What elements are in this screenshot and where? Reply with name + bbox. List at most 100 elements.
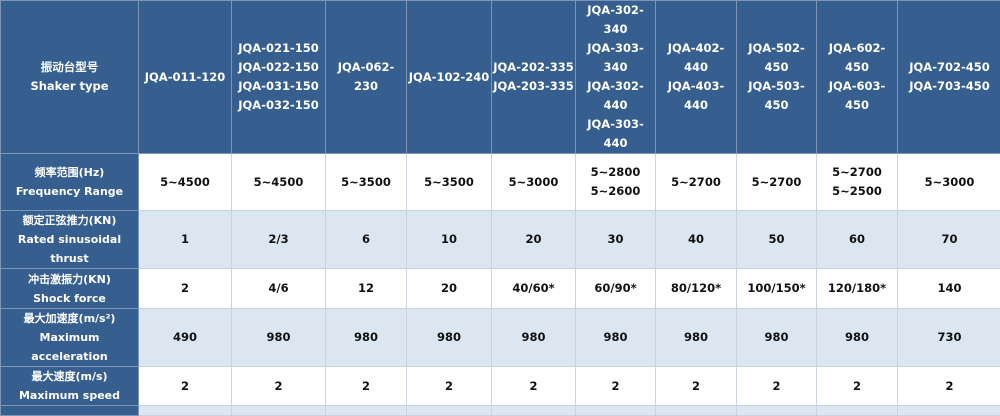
value-cell-text: 70 — [898, 230, 1000, 249]
value-cell: 5~3000 — [492, 154, 576, 211]
model-cell-text: JQA-032-150 — [232, 96, 325, 115]
empty-cell — [407, 406, 492, 416]
value-cell-text: 4/6 — [232, 279, 325, 298]
value-cell: 980 — [232, 309, 326, 367]
value-cell-text: 20 — [492, 230, 575, 249]
value-cell: 5~4500 — [232, 154, 326, 211]
row-label-cell-text: 频率范围(Hz) — [1, 163, 138, 182]
value-cell-text: 2 — [576, 377, 655, 396]
value-cell: 490 — [139, 309, 232, 367]
value-cell-text: 5~2700 — [656, 173, 736, 192]
value-cell-text: 980 — [492, 328, 575, 347]
row-label-cell: 频率范围(Hz)Frequency Range — [1, 154, 139, 211]
value-cell: 80/120* — [656, 269, 737, 309]
row-label-cell-text: Rated sinusoidal thrust — [1, 230, 138, 268]
value-cell: 2 — [139, 269, 232, 309]
value-cell: 20 — [492, 211, 576, 269]
row-label-cell-text: Maximum speed — [1, 386, 138, 405]
value-cell-text: 2 — [737, 377, 816, 396]
empty-cell — [492, 406, 576, 416]
value-cell-text: 60 — [817, 230, 897, 249]
value-cell-text: 2 — [407, 377, 491, 396]
header-label-cell-text: Shaker type — [1, 77, 138, 96]
empty-cell — [326, 406, 407, 416]
model-cell-text: JQA-302-340 — [576, 1, 655, 39]
value-cell: 5~4500 — [139, 154, 232, 211]
value-cell-text: 100/150* — [737, 279, 816, 298]
model-cell-text: JQA-062-230 — [326, 58, 406, 96]
value-cell: 60 — [817, 211, 898, 269]
model-cell-text: JQA-402-440 — [656, 39, 736, 77]
row-label-cell-text: Maximum acceleration — [1, 328, 138, 366]
row-label-cell: 冲击激振力(KN)Shock force — [1, 269, 139, 309]
value-cell-text: 5~2500 — [817, 182, 897, 201]
value-cell-text: 80/120* — [656, 279, 736, 298]
empty-cell — [898, 406, 1000, 416]
value-cell: 30 — [576, 211, 656, 269]
value-cell: 5~3500 — [326, 154, 407, 211]
value-cell: 730 — [898, 309, 1000, 367]
empty-cell — [576, 406, 656, 416]
value-cell: 5~3000 — [898, 154, 1000, 211]
value-cell-text: 5~3000 — [492, 173, 575, 192]
value-cell-text: 5~3500 — [326, 173, 406, 192]
value-cell: 2 — [492, 367, 576, 406]
value-cell: 100/150* — [737, 269, 817, 309]
value-cell-text: 2 — [139, 377, 231, 396]
table-row-partial — [1, 406, 1000, 416]
model-cell: JQA-062-230 — [326, 1, 407, 154]
value-cell: 2 — [407, 367, 492, 406]
row-label-cell-text: 最大速度(m/s) — [1, 367, 138, 386]
empty-cell — [1, 406, 139, 416]
model-cell-text: JQA-302-440 — [576, 77, 655, 115]
model-cell-text: JQA-703-450 — [898, 77, 1000, 96]
value-cell-text: 980 — [232, 328, 325, 347]
value-cell: 120/180* — [817, 269, 898, 309]
value-cell-text: 2 — [232, 377, 325, 396]
value-cell-text: 2 — [139, 279, 231, 298]
value-cell: 2 — [817, 367, 898, 406]
value-cell-text: 40/60* — [492, 279, 575, 298]
value-cell-text: 60/90* — [576, 279, 655, 298]
value-cell-text: 2/3 — [232, 230, 325, 249]
value-cell: 1 — [139, 211, 232, 269]
value-cell-text: 50 — [737, 230, 816, 249]
value-cell-text: 30 — [576, 230, 655, 249]
value-cell-text: 40 — [656, 230, 736, 249]
value-cell-text: 5~3500 — [407, 173, 491, 192]
row-label-cell-text: 最大加速度(m/s²) — [1, 309, 138, 328]
model-cell-text: JQA-303-440 — [576, 115, 655, 153]
model-cell-text: JQA-602-450 — [817, 39, 897, 77]
model-cell-text: JQA-203-335 — [492, 77, 575, 96]
model-cell-text: JQA-702-450 — [898, 58, 1000, 77]
value-cell-text: 980 — [737, 328, 816, 347]
model-cell-text: JQA-031-150 — [232, 77, 325, 96]
model-cell-text: JQA-603-450 — [817, 77, 897, 115]
model-cell-text: JQA-303-340 — [576, 39, 655, 77]
model-cell-text: JQA-021-150 — [232, 39, 325, 58]
value-cell: 980 — [576, 309, 656, 367]
value-cell: 980 — [656, 309, 737, 367]
model-cell-text: JQA-502-450 — [737, 39, 816, 77]
model-cell-text: JQA-403-440 — [656, 77, 736, 115]
value-cell: 140 — [898, 269, 1000, 309]
value-cell-text: 5~2600 — [576, 182, 655, 201]
value-cell: 2 — [898, 367, 1000, 406]
value-cell-text: 5~2700 — [817, 163, 897, 182]
value-cell-text: 140 — [898, 279, 1000, 298]
value-cell: 2 — [232, 367, 326, 406]
value-cell: 980 — [407, 309, 492, 367]
model-cell-text: JQA-503-450 — [737, 77, 816, 115]
empty-cell — [656, 406, 737, 416]
value-cell: 2 — [656, 367, 737, 406]
value-cell: 980 — [817, 309, 898, 367]
value-cell: 980 — [737, 309, 817, 367]
value-cell: 70 — [898, 211, 1000, 269]
